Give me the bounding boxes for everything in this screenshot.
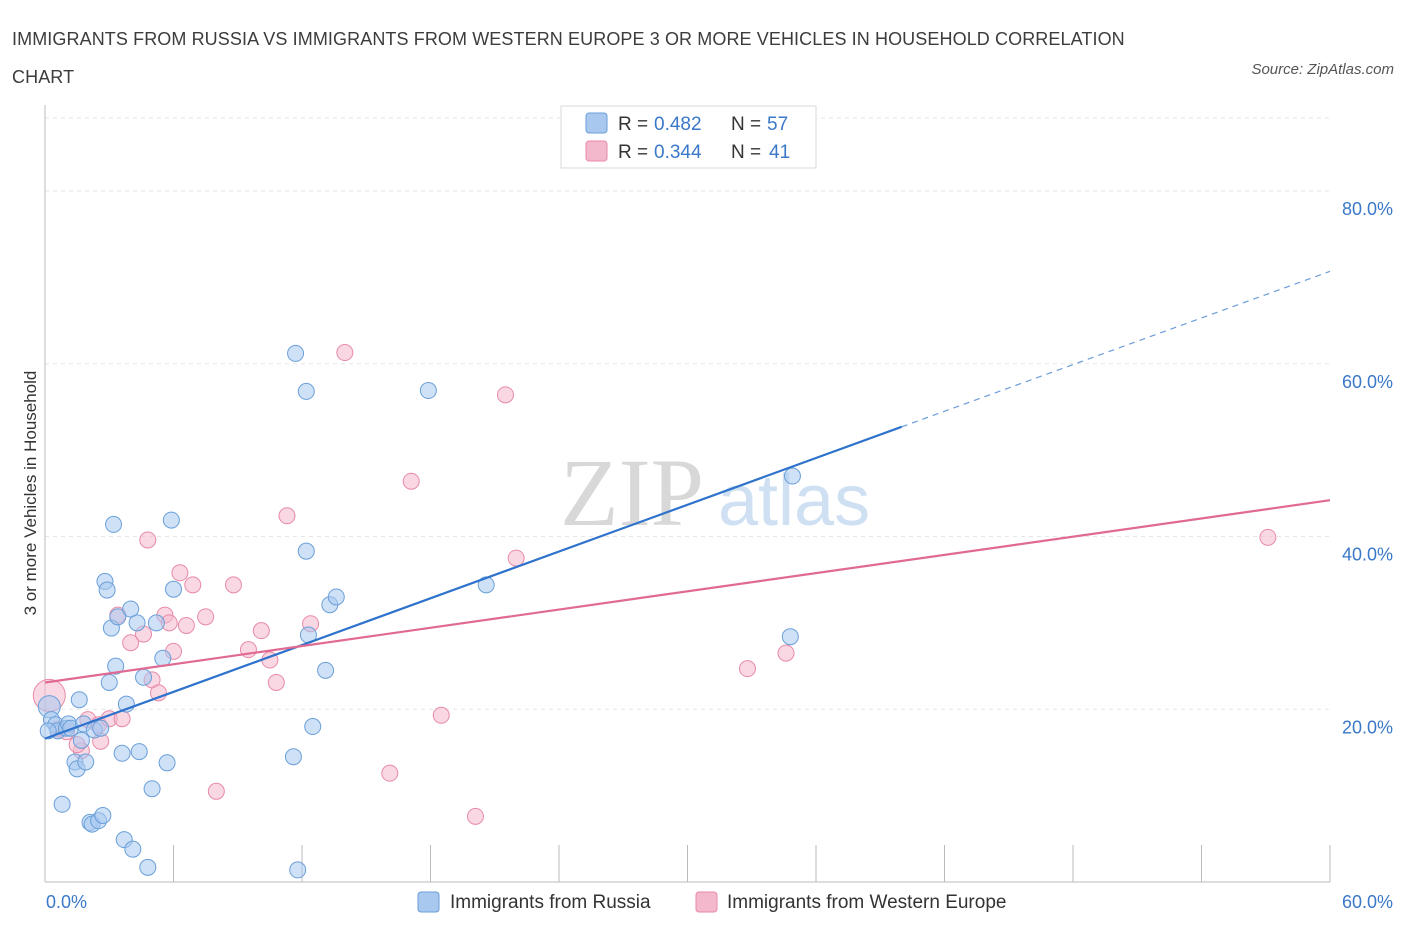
russia-n-value: 57 bbox=[767, 114, 788, 135]
russia-point bbox=[53, 795, 71, 813]
y-tick-label: 60.0% bbox=[1342, 372, 1393, 392]
russia-point bbox=[107, 657, 125, 675]
we-point bbox=[278, 507, 296, 525]
russia-point bbox=[94, 806, 112, 824]
we-point bbox=[207, 782, 225, 800]
we-point bbox=[381, 764, 399, 782]
we-point bbox=[402, 472, 420, 490]
we-n-label: N = bbox=[731, 142, 761, 163]
we-point bbox=[1259, 528, 1277, 546]
chart-title: IMMIGRANTS FROM RUSSIA VS IMMIGRANTS FRO… bbox=[12, 29, 1125, 87]
we-swatch bbox=[585, 140, 608, 162]
russia-point bbox=[130, 743, 148, 761]
russia-n-label: N = bbox=[731, 114, 761, 135]
russia-r-value: 0.482 bbox=[654, 114, 702, 135]
legend-we-label: Immigrants from Western Europe bbox=[727, 892, 1006, 913]
russia-point bbox=[135, 668, 153, 686]
legend-russia-swatch bbox=[417, 891, 440, 913]
russia-point bbox=[327, 588, 345, 606]
we-trend-line bbox=[44, 499, 1331, 684]
grid-lines bbox=[45, 117, 1330, 710]
russia-point bbox=[124, 840, 142, 858]
russia-trend-line bbox=[44, 425, 903, 740]
russia-points bbox=[37, 344, 801, 879]
russia-point bbox=[297, 382, 315, 400]
russia-point bbox=[317, 661, 335, 679]
y-tick-label: 40.0% bbox=[1342, 545, 1393, 565]
russia-point bbox=[105, 515, 123, 533]
russia-point bbox=[77, 753, 95, 771]
russia-swatch bbox=[585, 112, 608, 134]
we-point bbox=[466, 807, 484, 825]
russia-point bbox=[287, 344, 305, 362]
russia-point bbox=[783, 467, 801, 485]
russia-point bbox=[419, 382, 437, 400]
we-point bbox=[252, 622, 270, 640]
we-point bbox=[432, 706, 450, 724]
tick-labels: 20.0% 40.0% 60.0% 80.0% 0.0% 60.0% bbox=[46, 199, 1393, 912]
russia-point bbox=[113, 744, 131, 762]
we-point bbox=[171, 564, 189, 582]
russia-point bbox=[70, 691, 88, 709]
legend-we-swatch bbox=[695, 891, 718, 913]
stats-legend: R = 0.482 N = 57 R = 0.344 N = 41 bbox=[560, 105, 817, 169]
we-point bbox=[197, 608, 215, 626]
we-point bbox=[777, 644, 795, 662]
x-tick-label-max: 60.0% bbox=[1342, 892, 1393, 912]
russia-point bbox=[128, 614, 146, 632]
western-europe-points bbox=[32, 344, 1277, 825]
we-point bbox=[738, 660, 756, 678]
y-axis-label: 3 or more Vehicles in Household bbox=[21, 371, 40, 616]
russia-point bbox=[92, 719, 110, 737]
russia-r-label: R = bbox=[618, 114, 648, 135]
we-point bbox=[496, 386, 514, 404]
y-tick-label: 20.0% bbox=[1342, 717, 1393, 737]
we-n-value: 41 bbox=[769, 142, 790, 163]
legend-russia-label: Immigrants from Russia bbox=[450, 892, 651, 913]
we-r-label: R = bbox=[618, 142, 648, 163]
russia-point bbox=[100, 673, 118, 691]
we-r-value: 0.344 bbox=[654, 142, 702, 163]
watermark-zip: ZIP bbox=[560, 439, 704, 546]
we-point bbox=[336, 344, 354, 362]
watermark: ZIP atlas bbox=[560, 439, 870, 546]
russia-point bbox=[289, 861, 307, 879]
russia-trend-extension bbox=[901, 270, 1331, 428]
trend-lines bbox=[44, 270, 1331, 740]
russia-point bbox=[109, 608, 127, 626]
russia-point bbox=[98, 581, 116, 599]
russia-point bbox=[162, 511, 180, 529]
russia-point bbox=[72, 731, 90, 749]
russia-point bbox=[147, 614, 165, 632]
we-point bbox=[122, 634, 140, 652]
we-point bbox=[139, 531, 157, 549]
we-point bbox=[177, 616, 195, 634]
russia-point bbox=[165, 580, 182, 598]
russia-point bbox=[158, 754, 176, 772]
series-legend: Immigrants from Russia Immigrants from W… bbox=[417, 891, 1006, 913]
we-point bbox=[507, 549, 525, 567]
we-point bbox=[184, 576, 202, 594]
x-tick-label-min: 0.0% bbox=[46, 892, 87, 912]
russia-point bbox=[297, 542, 315, 560]
russia-point bbox=[781, 628, 799, 646]
source-label: Source: ZipAtlas.com bbox=[1251, 61, 1394, 78]
we-point bbox=[224, 576, 242, 594]
russia-point bbox=[139, 858, 157, 876]
we-point bbox=[267, 673, 285, 691]
russia-point bbox=[284, 748, 302, 766]
russia-point bbox=[122, 600, 140, 618]
russia-point bbox=[143, 780, 161, 798]
russia-point bbox=[304, 718, 322, 736]
y-tick-label: 80.0% bbox=[1342, 199, 1393, 219]
